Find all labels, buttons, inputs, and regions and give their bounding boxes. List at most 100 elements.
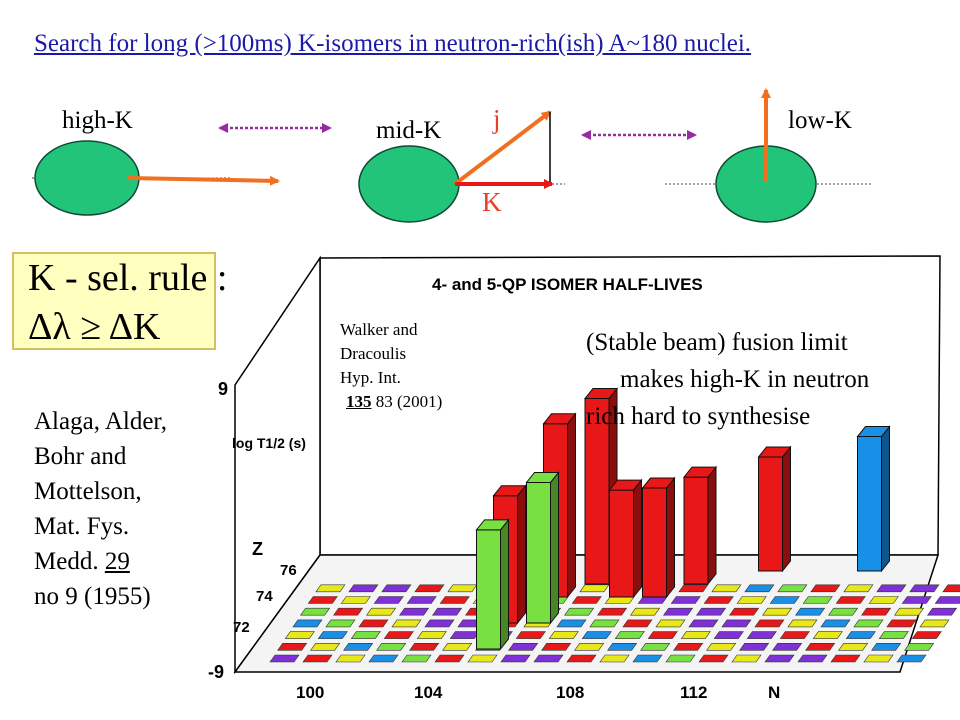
floor-tile [843, 584, 874, 593]
floor-tile [366, 607, 397, 616]
alaga-line1: Alaga, Alder, [34, 408, 167, 435]
floor-tile [442, 642, 473, 651]
floor-tile [622, 619, 653, 628]
alaga-line6: no 9 (1955) [34, 583, 151, 610]
floor-tile [772, 642, 803, 651]
bar-N116-Z78 [856, 425, 891, 573]
high-k-label: high-K [62, 107, 133, 134]
floor-tile [269, 654, 300, 663]
floor-tile [376, 642, 407, 651]
floor-tile [805, 642, 836, 651]
floor-tile [614, 631, 645, 639]
floor-tile [838, 642, 869, 651]
floor-tile [277, 642, 308, 651]
floor-tile [439, 596, 470, 604]
selection-rule-line1: K - sel. rule : [28, 257, 228, 299]
floor-tile [637, 596, 668, 604]
x-tick-100: 100 [296, 683, 324, 702]
floor-tile [310, 642, 341, 651]
bar-N106-Z72 [475, 518, 510, 651]
floor-tile [533, 654, 564, 663]
floor-tile [779, 631, 810, 639]
slide-title[interactable]: Search for long (>100ms) K-isomers in ne… [34, 30, 752, 57]
floor-tile [343, 642, 374, 651]
floor-tile [566, 654, 597, 663]
floor-tile [409, 642, 440, 651]
y-axis-label: log T1/2 (s) [232, 435, 306, 451]
floor-tile [802, 596, 833, 604]
floor-tile [820, 619, 851, 628]
floor-tile [876, 584, 907, 593]
floor-tile [673, 642, 704, 651]
j-vector-mid-k [453, 110, 552, 186]
floor-tile [769, 596, 800, 604]
walker-line2: Dracoulis [340, 344, 407, 363]
floor-tile [731, 654, 762, 663]
floor-tile [754, 619, 785, 628]
floor-tile [828, 607, 859, 616]
floor-tile [896, 654, 927, 663]
z-axis-label: Z [252, 539, 263, 559]
floor-tile [764, 654, 795, 663]
floor-tile [777, 584, 808, 593]
z-tick-76: 76 [280, 562, 297, 579]
floor-tile [373, 596, 404, 604]
floor-tile [579, 584, 610, 593]
floor-tile [665, 654, 696, 663]
floor-tile [663, 607, 694, 616]
floor-tile [434, 654, 465, 663]
floor-tile [424, 619, 455, 628]
x-tick-108: 108 [556, 683, 584, 702]
walker-line3: Hyp. Int. [340, 368, 401, 387]
floor-tile [711, 584, 742, 593]
floor-tile [878, 631, 909, 639]
alaga-line3: Mottelson, [34, 478, 142, 505]
mid-k-label: mid-K [376, 117, 442, 144]
fusion-line3: rich hard to synthesise [586, 403, 811, 430]
floor-tile [830, 654, 861, 663]
floor-tile [678, 584, 709, 593]
fusion-line1: (Stable beam) fusion limit [586, 329, 848, 356]
floor-tile [335, 654, 366, 663]
bar-N109-Z76 [608, 478, 643, 599]
floor-tile [787, 619, 818, 628]
floor-tile [744, 584, 775, 593]
floor-tile [647, 631, 678, 639]
floor-tile [696, 607, 727, 616]
chart-title: 4- and 5-QP ISOMER HALF-LIVES [432, 275, 703, 294]
floor-tile [698, 654, 729, 663]
walker-volume: 135 [346, 392, 372, 411]
floor-tile [391, 619, 422, 628]
floor-tile [597, 607, 628, 616]
floor-tile [307, 596, 338, 604]
floor-tile [863, 654, 894, 663]
alaga-medd: Medd. [34, 548, 99, 575]
floor-tile [909, 584, 940, 593]
floor-tile [581, 631, 612, 639]
floor-tile [868, 596, 899, 604]
floor-tile [886, 619, 917, 628]
floor-tile [871, 642, 902, 651]
floor-tile [680, 631, 711, 639]
floor-tile [729, 607, 760, 616]
floor-tile [721, 619, 752, 628]
floor-tile [315, 584, 346, 593]
floor-tile [406, 596, 437, 604]
floor-tile [500, 654, 531, 663]
floor-tile [640, 642, 671, 651]
floor-tile [604, 596, 635, 604]
floor-tile [432, 607, 463, 616]
alaga-line4: Mat. Fys. [34, 513, 130, 540]
floor-tile [399, 607, 430, 616]
floor-tile [284, 631, 315, 639]
floor-tile [416, 631, 447, 639]
floor-tile [541, 642, 572, 651]
bar-N111-Z77 [682, 465, 718, 586]
floor-tile [302, 654, 333, 663]
k-coupling-diagram [32, 88, 872, 223]
alaga-line5: Medd. 29 [34, 544, 167, 579]
k-symbol: K [482, 187, 502, 217]
floor-tile [340, 596, 371, 604]
floor-tile [706, 642, 737, 651]
